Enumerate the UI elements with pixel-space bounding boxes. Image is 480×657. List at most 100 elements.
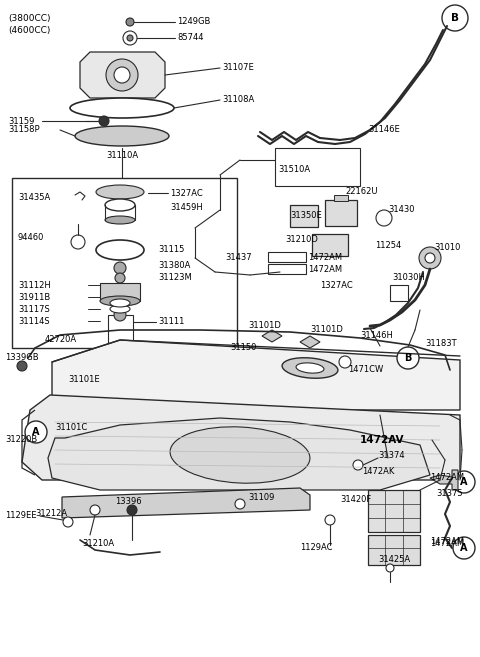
Ellipse shape xyxy=(110,299,130,307)
Polygon shape xyxy=(300,336,320,348)
Text: 1327AC: 1327AC xyxy=(170,189,203,198)
Circle shape xyxy=(25,421,47,443)
Text: 1249GB: 1249GB xyxy=(177,18,210,26)
Text: 85744: 85744 xyxy=(177,34,204,43)
Text: 31183T: 31183T xyxy=(425,340,456,348)
Text: 31146H: 31146H xyxy=(360,332,393,340)
Text: 31375: 31375 xyxy=(436,489,463,499)
Text: 31108A: 31108A xyxy=(222,95,254,104)
Text: 94460: 94460 xyxy=(18,233,44,242)
Text: 22162U: 22162U xyxy=(345,187,377,196)
Ellipse shape xyxy=(296,363,324,373)
Text: 31380A: 31380A xyxy=(158,260,191,269)
Text: 31117S: 31117S xyxy=(18,304,50,313)
Text: 31101D: 31101D xyxy=(310,325,343,334)
Text: 1471CW: 1471CW xyxy=(348,365,383,374)
Bar xyxy=(108,315,133,350)
Circle shape xyxy=(376,210,392,226)
Circle shape xyxy=(127,35,133,41)
Text: 31101C: 31101C xyxy=(55,424,87,432)
Text: 31112H: 31112H xyxy=(18,281,51,290)
Text: A: A xyxy=(32,427,40,437)
Circle shape xyxy=(419,247,441,269)
Text: 31459H: 31459H xyxy=(170,202,203,212)
Circle shape xyxy=(123,31,137,45)
Polygon shape xyxy=(62,488,310,518)
Circle shape xyxy=(353,460,363,470)
Circle shape xyxy=(235,499,245,509)
Circle shape xyxy=(325,515,335,525)
Bar xyxy=(100,283,140,301)
Text: 1129AC: 1129AC xyxy=(300,543,333,553)
Ellipse shape xyxy=(96,185,144,199)
Circle shape xyxy=(453,471,475,493)
Bar xyxy=(12,178,237,348)
Text: 31220B: 31220B xyxy=(5,436,37,445)
Bar xyxy=(275,148,360,186)
Text: 31110A: 31110A xyxy=(106,152,138,160)
Text: B: B xyxy=(404,353,412,363)
Text: 31030H: 31030H xyxy=(392,273,425,283)
Circle shape xyxy=(127,505,137,515)
Text: 31159: 31159 xyxy=(8,116,35,125)
Polygon shape xyxy=(80,52,165,98)
Text: (3800CC): (3800CC) xyxy=(8,14,50,22)
Text: 13396: 13396 xyxy=(115,497,142,507)
Circle shape xyxy=(71,235,85,249)
Text: 1472AM: 1472AM xyxy=(430,539,464,549)
Polygon shape xyxy=(430,470,458,490)
Text: B: B xyxy=(451,13,459,23)
Text: 31510A: 31510A xyxy=(278,166,310,175)
Text: 31101E: 31101E xyxy=(68,376,100,384)
Text: 1339GB: 1339GB xyxy=(5,353,38,363)
Ellipse shape xyxy=(75,126,169,146)
Bar xyxy=(268,264,306,274)
Text: (4600CC): (4600CC) xyxy=(8,26,50,35)
Circle shape xyxy=(339,356,351,368)
Circle shape xyxy=(442,5,468,31)
Text: 31158P: 31158P xyxy=(8,125,40,135)
Ellipse shape xyxy=(282,358,338,378)
Circle shape xyxy=(114,262,126,274)
Bar xyxy=(325,200,357,226)
Text: 31210A: 31210A xyxy=(82,539,114,547)
Circle shape xyxy=(397,347,419,369)
Text: 31107E: 31107E xyxy=(222,64,254,72)
Text: 1472AM: 1472AM xyxy=(308,252,342,261)
Text: A: A xyxy=(460,543,468,553)
Bar xyxy=(290,205,318,227)
Circle shape xyxy=(114,309,126,321)
Text: 1472AV: 1472AV xyxy=(360,435,405,445)
Polygon shape xyxy=(262,330,282,342)
Ellipse shape xyxy=(96,240,144,260)
Text: 1472AM: 1472AM xyxy=(308,265,342,273)
Text: 31212A: 31212A xyxy=(35,509,67,518)
Bar xyxy=(268,252,306,262)
Text: 31210D: 31210D xyxy=(285,235,318,244)
Circle shape xyxy=(386,564,394,572)
Circle shape xyxy=(106,59,138,91)
Text: 1472AM: 1472AM xyxy=(430,537,464,547)
Text: A: A xyxy=(460,477,468,487)
Text: 31115: 31115 xyxy=(158,246,184,254)
Bar xyxy=(368,490,420,532)
Polygon shape xyxy=(52,340,460,410)
Text: 1472AK: 1472AK xyxy=(362,468,395,476)
Text: 31374: 31374 xyxy=(378,451,405,461)
Text: 31430: 31430 xyxy=(388,206,415,214)
Ellipse shape xyxy=(100,296,140,306)
Circle shape xyxy=(114,67,130,83)
Text: 31114S: 31114S xyxy=(18,317,49,325)
Text: 31101D: 31101D xyxy=(248,321,281,330)
Circle shape xyxy=(99,116,109,126)
Text: 1129EE: 1129EE xyxy=(5,512,36,520)
Text: 31150: 31150 xyxy=(230,344,256,353)
Circle shape xyxy=(90,505,100,515)
Bar xyxy=(390,285,408,301)
Text: 31420F: 31420F xyxy=(340,495,371,505)
Text: 31109: 31109 xyxy=(248,493,275,503)
Bar xyxy=(312,234,348,256)
Bar xyxy=(104,350,136,368)
Circle shape xyxy=(425,253,435,263)
Circle shape xyxy=(17,361,27,371)
